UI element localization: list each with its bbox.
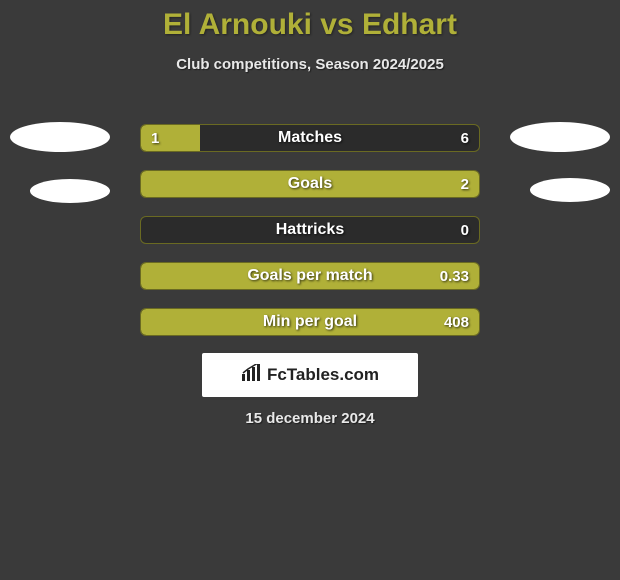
source-logo[interactable]: FcTables.com bbox=[202, 353, 418, 397]
stat-label: Min per goal bbox=[141, 309, 479, 335]
player-left-photo-1 bbox=[10, 122, 110, 152]
player-right-photo-2 bbox=[530, 178, 610, 202]
stat-label: Hattricks bbox=[141, 217, 479, 243]
source-logo-label: FcTables.com bbox=[241, 364, 379, 387]
chart-icon bbox=[241, 364, 263, 387]
root: El Arnouki vs Edhart Club competitions, … bbox=[0, 0, 620, 580]
stat-right-value: 0.33 bbox=[440, 263, 469, 289]
page-title: El Arnouki vs Edhart bbox=[0, 8, 620, 42]
stat-label: Goals bbox=[141, 171, 479, 197]
stat-right-value: 6 bbox=[461, 125, 469, 151]
stat-label: Goals per match bbox=[141, 263, 479, 289]
footer-date: 15 december 2024 bbox=[0, 410, 620, 427]
stat-bar: Hattricks 0 bbox=[140, 216, 480, 244]
page-subtitle: Club competitions, Season 2024/2025 bbox=[0, 56, 620, 73]
stat-bar: Goals 2 bbox=[140, 170, 480, 198]
source-logo-text: FcTables.com bbox=[267, 365, 379, 385]
stat-bar: Goals per match 0.33 bbox=[140, 262, 480, 290]
stat-right-value: 408 bbox=[444, 309, 469, 335]
stat-right-value: 0 bbox=[461, 217, 469, 243]
stats-bars: 1 Matches 6 Goals 2 Hattricks 0 Goals pe… bbox=[140, 124, 480, 354]
player-right-photo-1 bbox=[510, 122, 610, 152]
stat-label: Matches bbox=[141, 125, 479, 151]
player-left-photo-2 bbox=[30, 179, 110, 203]
stat-bar: 1 Matches 6 bbox=[140, 124, 480, 152]
stat-bar: Min per goal 408 bbox=[140, 308, 480, 336]
stat-right-value: 2 bbox=[461, 171, 469, 197]
